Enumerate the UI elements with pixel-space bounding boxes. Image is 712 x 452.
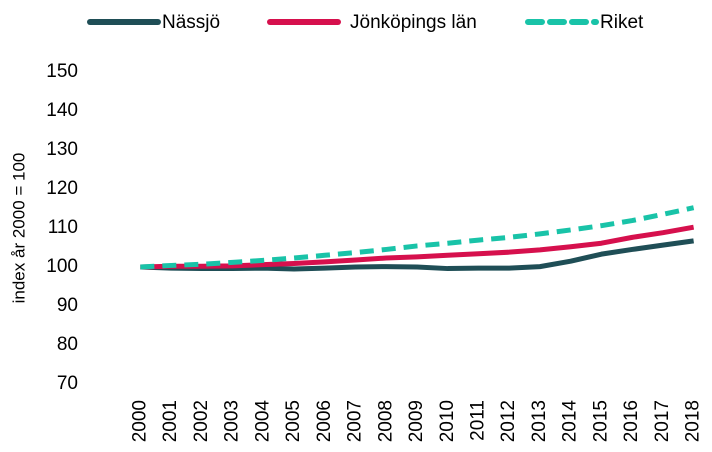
y-tick-label: 80 [57,334,78,355]
y-tick-label: 150 [46,61,78,82]
x-tick-label: 2005 [283,400,304,442]
y-tick-label: 70 [57,373,78,394]
legend-label: Riket [600,12,644,33]
y-tick-label: 100 [46,256,78,277]
x-tick-label: 2013 [529,400,550,442]
y-tick-label: 130 [46,139,78,160]
line-series [140,205,695,270]
x-tick-label: 2008 [375,400,396,442]
line-series [140,224,695,270]
x-tick-label: 2000 [129,400,150,442]
x-tick-label: 2011 [467,400,488,441]
x-tick-label: 2014 [560,400,581,443]
x-tick-label: 2015 [590,400,611,442]
x-tick-label: 2004 [252,400,273,443]
y-axis-label: index år 2000 = 100 [9,153,28,304]
x-tick-label: 2007 [345,400,366,442]
x-tick-label: 2017 [652,400,673,442]
x-tick-label: 2002 [191,400,212,442]
x-tick-label: 2010 [437,400,458,442]
x-tick-label: 2012 [498,400,519,442]
legend-label: Jönköpings län [350,12,477,33]
y-tick-label: 110 [48,217,78,238]
legend-label: Nässjö [162,12,220,33]
x-tick-label: 2006 [314,400,335,442]
x-tick-label: 2003 [222,400,243,442]
x-tick-label: 2016 [621,400,642,442]
x-tick-label: 2018 [683,400,704,442]
line-series [140,238,694,272]
y-tick-label: 120 [46,178,78,199]
y-tick-label: 140 [46,100,78,121]
x-tick-label: 2009 [406,400,427,442]
x-tick-label: 2001 [160,400,181,442]
y-tick-label: 90 [57,295,78,316]
